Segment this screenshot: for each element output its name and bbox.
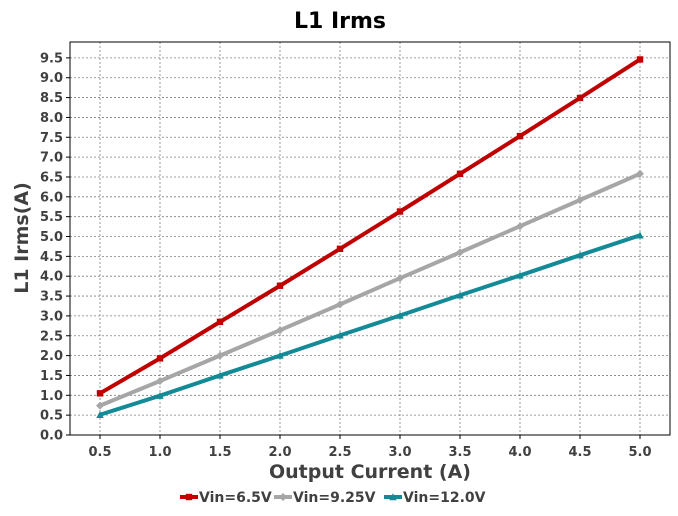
legend-item: Vin=9.25V bbox=[274, 490, 376, 506]
y-tick-label: 4.0 bbox=[40, 270, 63, 285]
y-tick-label: 8.5 bbox=[40, 91, 63, 106]
x-tick-label: 3.0 bbox=[388, 445, 411, 460]
x-tick-label: 0.5 bbox=[88, 445, 111, 460]
data-point bbox=[576, 94, 584, 102]
series-line bbox=[98, 57, 642, 396]
y-tick-label: 2.0 bbox=[40, 349, 63, 364]
legend-label: Vin=12.0V bbox=[403, 490, 486, 506]
data-point bbox=[156, 377, 164, 386]
legend-item: Vin=6.5V bbox=[180, 490, 272, 506]
series-3 bbox=[96, 231, 644, 418]
legend-label: Vin=9.25V bbox=[293, 490, 376, 506]
series-line bbox=[99, 233, 641, 417]
x-tick-label: 4.0 bbox=[508, 445, 531, 460]
y-tick-label: 1.0 bbox=[40, 389, 63, 404]
data-point bbox=[396, 311, 404, 319]
chart-title: L1 Irms bbox=[294, 9, 386, 34]
data-point bbox=[636, 169, 644, 178]
data-point bbox=[156, 392, 164, 399]
y-tick-label: 6.0 bbox=[40, 190, 63, 205]
x-tick-label: 2.0 bbox=[268, 445, 291, 460]
data-point bbox=[456, 170, 464, 177]
series-line bbox=[99, 171, 641, 408]
legend-item: Vin=12.0V bbox=[384, 490, 486, 506]
data-point bbox=[576, 195, 584, 204]
y-tick-label: 9.0 bbox=[40, 71, 63, 86]
data-point bbox=[216, 351, 224, 360]
data-point bbox=[456, 248, 464, 257]
y-ticks: 0.0 0.5 1.0 1.5 2.0 2.5 3.0 3.5 4.0 4.5 5.0 5.5 6.0 6… bbox=[40, 51, 70, 444]
legend-marker bbox=[389, 493, 397, 501]
data-point bbox=[276, 326, 284, 335]
data-point bbox=[396, 274, 404, 283]
data-point bbox=[636, 56, 644, 63]
x-tick-label: 1.5 bbox=[208, 445, 231, 460]
data-point bbox=[516, 271, 524, 279]
data-point bbox=[216, 371, 224, 379]
y-tick-label: 9.5 bbox=[40, 51, 63, 66]
series-2 bbox=[96, 169, 644, 410]
x-tick-label: 2.5 bbox=[328, 445, 351, 460]
x-tick-label: 5.0 bbox=[628, 445, 651, 460]
series-1 bbox=[96, 56, 644, 397]
x-tick-label: 1.0 bbox=[148, 445, 171, 460]
y-axis-label: L1 Irms(A) bbox=[11, 182, 33, 294]
data-point bbox=[216, 318, 224, 326]
y-tick-label: 7.5 bbox=[40, 131, 63, 146]
x-tick-label: 3.5 bbox=[448, 445, 471, 460]
y-tick-label: 0.5 bbox=[40, 409, 63, 424]
y-tick-label: 2.5 bbox=[40, 329, 63, 344]
data-point bbox=[396, 208, 404, 215]
data-point bbox=[96, 411, 104, 418]
data-point bbox=[156, 355, 164, 362]
y-tick-label: 8.0 bbox=[40, 111, 63, 126]
data-point bbox=[516, 222, 524, 231]
data-point bbox=[96, 390, 104, 397]
legend-marker bbox=[185, 493, 193, 501]
x-axis-label: Output Current (A) bbox=[269, 461, 471, 483]
data-point bbox=[276, 282, 284, 289]
data-point bbox=[276, 351, 284, 359]
y-tick-label: 5.0 bbox=[40, 230, 63, 245]
y-tick-label: 7.0 bbox=[40, 151, 63, 166]
grid-layer bbox=[70, 42, 670, 436]
y-tick-label: 3.5 bbox=[40, 290, 63, 305]
plot-frame bbox=[69, 41, 671, 436]
y-tick-label: 4.5 bbox=[40, 250, 63, 265]
legend-label: Vin=6.5V bbox=[199, 490, 272, 506]
y-tick-label: 5.5 bbox=[40, 210, 63, 225]
legend: Vin=6.5V Vin=9.25V Vin=12.0V bbox=[180, 490, 486, 506]
data-point bbox=[516, 132, 524, 140]
y-tick-label: 0.0 bbox=[40, 429, 63, 444]
data-point bbox=[336, 245, 344, 253]
y-tick-label: 1.5 bbox=[40, 369, 63, 384]
data-point bbox=[96, 401, 104, 410]
data-point bbox=[336, 300, 344, 309]
data-point bbox=[336, 331, 344, 339]
x-tick-label: 4.5 bbox=[568, 445, 591, 460]
y-tick-label: 6.5 bbox=[40, 170, 63, 185]
data-point bbox=[576, 251, 584, 259]
x-ticks: 0.5 1.0 1.5 2.0 2.5 3.0 3.5 4.0 4.5 5.0 bbox=[88, 435, 652, 460]
series-layer bbox=[96, 56, 644, 418]
y-tick-label: 3.0 bbox=[40, 309, 63, 324]
data-point bbox=[636, 231, 644, 239]
data-point bbox=[456, 291, 464, 299]
legend-marker bbox=[279, 493, 287, 501]
